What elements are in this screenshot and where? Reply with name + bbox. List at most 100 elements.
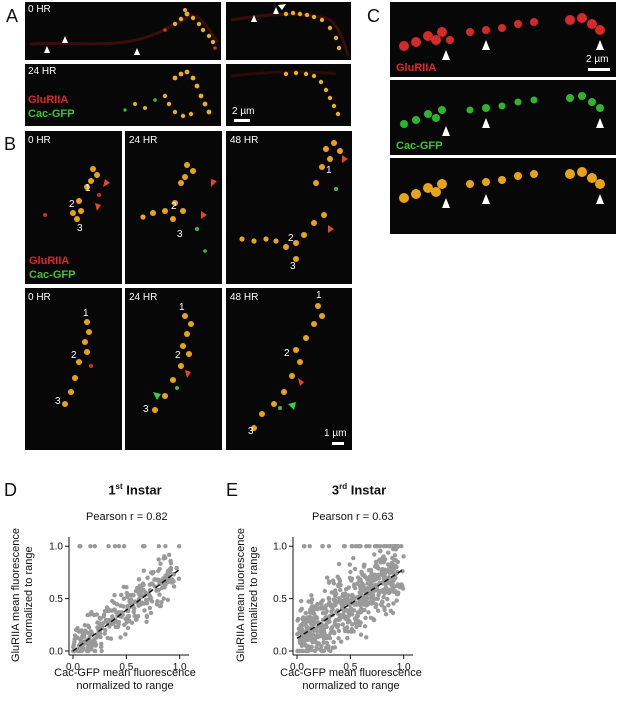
scatter-point — [171, 584, 177, 589]
data-points — [70, 544, 182, 654]
scatter-point — [376, 588, 381, 593]
scatter-point — [307, 544, 312, 549]
micrograph-c-merge — [390, 158, 616, 234]
synapse-number-1: 1 — [316, 290, 322, 301]
scatter-point — [327, 600, 332, 605]
micrograph-b2-48hr: 48 HR 1 2 3 1 µm — [226, 288, 352, 450]
scatter-point — [141, 587, 146, 593]
scatter-point — [92, 612, 97, 618]
scatter-point — [383, 612, 389, 617]
scatter-point — [114, 602, 120, 607]
scatter-point — [110, 621, 115, 626]
scatter-point — [344, 625, 350, 630]
scatter-point — [112, 593, 117, 598]
regression-line — [296, 568, 405, 640]
scatter-point — [124, 590, 129, 596]
scatter-point — [169, 580, 175, 585]
scatter-point — [141, 544, 146, 549]
scatter-point — [161, 596, 166, 601]
scale-bar — [588, 68, 610, 71]
scatter-point — [360, 584, 365, 590]
scatter-point — [377, 557, 382, 562]
scatter-point — [140, 600, 145, 605]
scatter-point — [352, 616, 358, 621]
scatter-point — [373, 563, 378, 568]
scatter-point — [128, 597, 134, 602]
scatter-point — [314, 603, 320, 609]
synapse-number-3: 3 — [248, 426, 254, 437]
scatter-point — [394, 591, 400, 597]
scatter-point — [113, 624, 118, 630]
scatter-point — [318, 601, 324, 606]
time-label: 0 HR — [28, 292, 51, 303]
scatter-point — [114, 619, 120, 624]
scatter-point — [310, 632, 316, 637]
scatter-point — [309, 616, 315, 621]
scatter-point — [368, 567, 374, 573]
scale-bar-label: 1 µm — [324, 428, 347, 439]
pearson-annotation: Pearson r = 0.82 — [86, 511, 168, 523]
scatter-point — [92, 544, 98, 549]
scatter-point — [367, 544, 372, 549]
scatter-point — [125, 603, 130, 609]
scatter-point — [128, 593, 134, 598]
scatter-point — [301, 544, 307, 549]
time-label: 24 HR — [129, 135, 158, 146]
scale-bar-label: 2 µm — [586, 54, 609, 65]
scatter-point — [126, 614, 132, 619]
scatter-point — [137, 583, 142, 588]
scatter-point — [374, 575, 379, 581]
scatter-point — [147, 593, 153, 599]
scatter-point — [176, 576, 182, 581]
scatter-point — [86, 648, 91, 654]
scatter-point — [158, 603, 164, 609]
scatter-point — [319, 648, 324, 653]
scatter-point — [359, 570, 364, 575]
panel-letter-d: D — [4, 480, 17, 500]
label-cac-gfp: Cac-GFP — [29, 269, 76, 281]
panel-letter-e: E — [226, 480, 239, 500]
micrograph-a-0hr-left-image — [29, 8, 220, 50]
scale-bar — [234, 119, 250, 122]
scatter-point — [132, 606, 137, 611]
scatter-point — [321, 628, 327, 634]
micrograph-b1-48hr-image — [239, 140, 348, 262]
scatter-point — [375, 608, 381, 613]
scatter-point — [392, 553, 398, 558]
scatter-point — [122, 622, 127, 627]
scatter-point — [327, 635, 333, 641]
scatter-point — [101, 620, 106, 625]
scatter-point — [140, 581, 146, 586]
scatter-point — [314, 627, 319, 632]
micrograph-a-0hr-right-image — [230, 10, 350, 57]
scatter-point — [161, 576, 166, 581]
time-label: 48 HR — [230, 135, 259, 146]
scatter-point — [100, 624, 105, 629]
scatter-point — [90, 639, 95, 644]
scatter-point — [349, 578, 354, 583]
scatter-point — [390, 580, 395, 585]
scatter-point — [340, 603, 345, 608]
x-axis-label: Cac-GFP mean fluorescence normalized to r… — [280, 667, 422, 692]
scatter-point — [369, 589, 374, 595]
micrograph-b1-24hr: 24 HR 2 3 — [125, 131, 222, 284]
scatter-point — [366, 581, 372, 587]
micrograph-b1-0hr-image — [43, 166, 110, 222]
scatter-point — [331, 629, 337, 635]
y-tick-label: 0.0 — [273, 647, 287, 658]
scatter-point — [381, 544, 386, 549]
scatter-point — [391, 585, 396, 591]
scatter-point — [333, 623, 338, 628]
scatter-point — [118, 603, 123, 608]
synapse-number-3: 3 — [177, 229, 183, 240]
scatter-point — [386, 603, 391, 608]
scatter-point — [358, 632, 364, 637]
scatter-point — [167, 552, 172, 557]
x-tick-label: 1.0 — [397, 662, 411, 673]
scatter-point — [155, 599, 160, 604]
scatter-point — [332, 619, 338, 624]
synapse-number-3: 3 — [143, 404, 149, 415]
panel-letter-c: C — [367, 6, 380, 26]
scatter-point — [168, 558, 173, 564]
micrograph-c-green: Cac-GFP — [390, 80, 616, 155]
